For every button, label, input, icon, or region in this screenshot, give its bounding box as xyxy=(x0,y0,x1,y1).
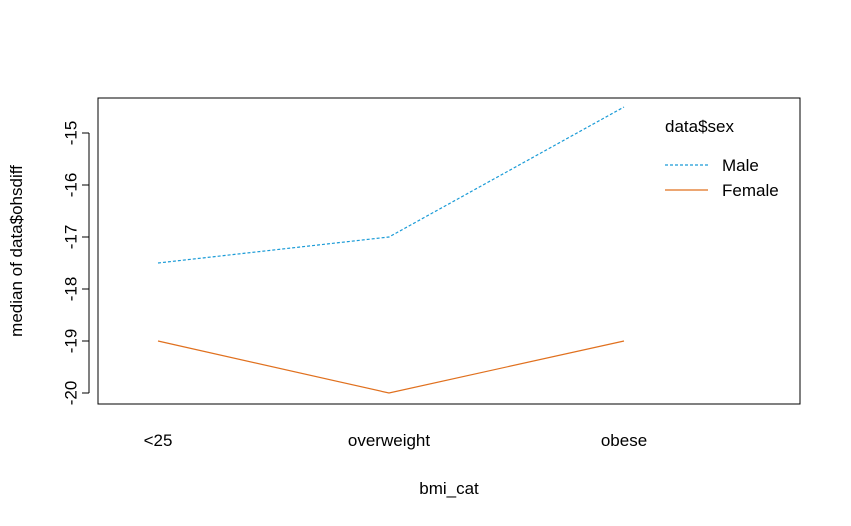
y-tick-label: -20 xyxy=(62,381,81,406)
plot-frame xyxy=(97,97,801,405)
x-tick-label: obese xyxy=(601,431,647,450)
series-lines xyxy=(157,106,625,394)
legend-title: data$sex xyxy=(665,117,734,136)
y-tick-label: -19 xyxy=(62,329,81,354)
y-axis-title: median of data$ohsdiff xyxy=(7,165,26,337)
series-line-female xyxy=(157,340,625,394)
y-tick-label: -15 xyxy=(62,121,81,146)
y-axis-ticks: -20 -19 -18 -17 -16 -15 xyxy=(62,121,89,406)
x-axis-title: bmi_cat xyxy=(419,479,479,498)
x-tick-label: <25 xyxy=(144,431,173,450)
legend-label-female: Female xyxy=(722,181,779,200)
legend: data$sex Male Female xyxy=(665,117,779,200)
series-line-male xyxy=(157,106,625,264)
y-tick-label: -18 xyxy=(62,277,81,302)
y-tick-label: -16 xyxy=(62,173,81,198)
x-tick-label: overweight xyxy=(348,431,430,450)
x-axis-labels: <25 overweight obese xyxy=(144,431,648,450)
y-tick-label: -17 xyxy=(62,225,81,250)
legend-label-male: Male xyxy=(722,156,759,175)
